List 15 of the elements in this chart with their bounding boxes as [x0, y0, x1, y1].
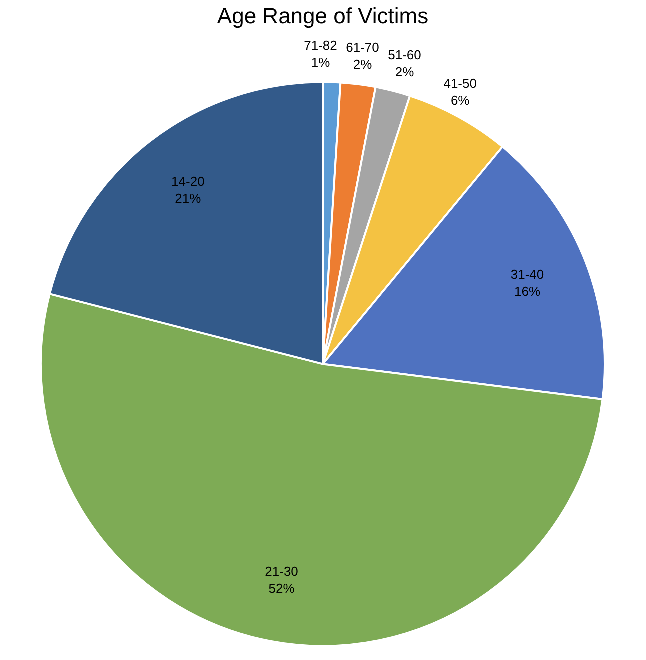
- chart-title: Age Range of Victims: [217, 3, 429, 28]
- data-label: 16%: [514, 284, 541, 299]
- slice-label: 51-60: [388, 48, 422, 63]
- data-label: 52%: [268, 580, 296, 596]
- slice-label: 31-40: [510, 266, 544, 282]
- slice-label: 71-82: [304, 38, 338, 53]
- data-label: 1%: [311, 54, 331, 70]
- data-label: 6%: [450, 93, 470, 108]
- slice-label: 21-30: [265, 564, 298, 579]
- slice-label: 41-50: [444, 76, 477, 92]
- data-label: 21%: [175, 190, 202, 206]
- data-label: 2%: [395, 64, 415, 80]
- data-label: 2%: [353, 57, 373, 72]
- slice-label: 61-70: [346, 40, 380, 56]
- slice-label: 14-20: [172, 174, 205, 189]
